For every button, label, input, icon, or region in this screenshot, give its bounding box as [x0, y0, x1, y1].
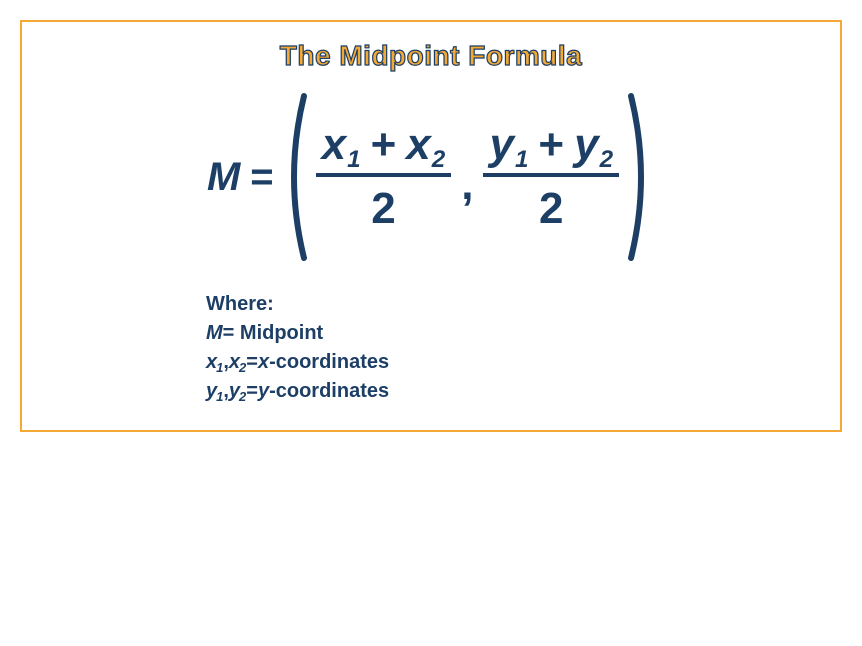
equals-sign: =	[250, 155, 273, 200]
formula-card: The Midpoint Formula M = x 1 + x 2 2 , y…	[20, 20, 842, 432]
legend-line-M: M = Midpoint	[206, 319, 816, 348]
legend-ital-y: y	[258, 377, 269, 406]
sub-2: 2	[432, 148, 445, 172]
comma: ,	[461, 160, 473, 210]
numerator-x: x 1 + x 2	[316, 123, 452, 173]
plus-sign: +	[538, 123, 564, 167]
legend-text: = Midpoint	[223, 319, 324, 348]
legend-text: =	[246, 377, 258, 406]
legend-sub-2: 2	[239, 359, 246, 378]
legend-where: Where:	[206, 290, 816, 319]
sub-2: 2	[600, 148, 613, 172]
formula-lhs: M =	[207, 155, 274, 200]
right-paren-icon	[625, 92, 655, 262]
formula: M = x 1 + x 2 2 , y 1 + y 2 2	[46, 92, 816, 262]
left-paren-icon	[280, 92, 310, 262]
fraction-y: y 1 + y 2 2	[483, 123, 619, 231]
var-x1: x	[322, 123, 346, 167]
sub-1: 1	[347, 148, 360, 172]
var-y2: y	[574, 123, 598, 167]
denominator-x: 2	[316, 173, 452, 231]
fraction-x: x 1 + x 2 2	[316, 123, 452, 231]
legend-line-y: y 1 , y 2 = y -coordinates	[206, 377, 816, 406]
card-title: The Midpoint Formula	[46, 40, 816, 72]
var-M: M	[207, 155, 240, 200]
legend-sub-2: 2	[239, 388, 246, 407]
legend-text: -coordinates	[269, 377, 389, 406]
legend-sub-1: 1	[216, 388, 223, 407]
denominator-y: 2	[483, 173, 619, 231]
legend-line-x: x 1 , x 2 = x -coordinates	[206, 348, 816, 377]
numerator-y: y 1 + y 2	[483, 123, 619, 173]
legend: Where: M = Midpoint x 1 , x 2 = x -coord…	[206, 290, 816, 406]
legend-text: -coordinates	[269, 348, 389, 377]
var-x2: x	[406, 123, 430, 167]
var-y1: y	[489, 123, 513, 167]
legend-sub-1: 1	[216, 359, 223, 378]
sub-1: 1	[515, 148, 528, 172]
plus-sign: +	[371, 123, 397, 167]
legend-ital-x: x	[258, 348, 269, 377]
legend-var-M: M	[206, 319, 223, 348]
legend-text: =	[246, 348, 258, 377]
